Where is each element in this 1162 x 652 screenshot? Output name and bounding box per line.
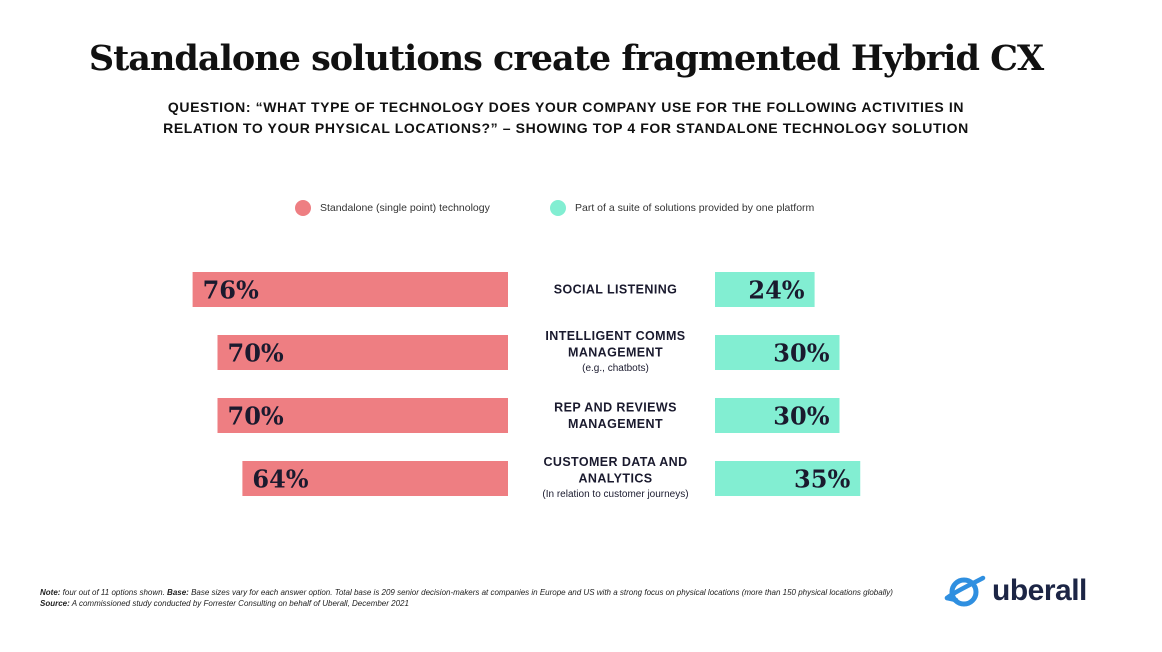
question-line-2: RELATION TO YOUR PHYSICAL LOCATIONS?” – … <box>163 120 969 136</box>
base-label: Base: <box>167 588 189 597</box>
bar-standalone <box>192 272 508 307</box>
bar-suite <box>715 398 840 433</box>
legend-item-standalone: Standalone (single point) technology <box>295 199 490 217</box>
bar-label-suite: 30% <box>773 339 829 368</box>
note-label: Note: <box>40 588 61 597</box>
category-label: MANAGEMENT <box>568 417 663 431</box>
legend-label-standalone: Standalone (single point) technology <box>320 202 490 214</box>
legend-item-suite: Part of a suite of solutions provided by… <box>550 199 814 217</box>
note-text: four out of 11 options shown. <box>60 588 168 597</box>
category-label: MANAGEMENT <box>568 346 663 360</box>
bar-label-suite: 30% <box>773 402 829 431</box>
source-text: A commissioned study conducted by Forres… <box>69 599 409 608</box>
category-label: INTELLIGENT COMMS <box>545 329 685 343</box>
question-line-1: QUESTION: “WHAT TYPE OF TECHNOLOGY DOES … <box>167 99 965 115</box>
category-label: ANALYTICS <box>579 472 653 486</box>
legend-label-suite: Part of a suite of solutions provided by… <box>575 202 815 214</box>
category-sublabel: (In relation to customer journeys) <box>542 489 688 500</box>
footnote: Note: four out of 11 options shown. Base… <box>40 587 920 609</box>
category-label: CUSTOMER DATA AND <box>543 455 687 469</box>
uberall-logo: uberall <box>944 572 1087 610</box>
planet-logo-icon <box>944 575 986 607</box>
bar-label-standalone: 64% <box>252 465 308 494</box>
category-sublabel: (e.g., chatbots) <box>582 363 649 374</box>
legend-swatch-suite <box>550 200 566 216</box>
bar-standalone <box>217 398 508 433</box>
category-label: REP AND REVIEWS <box>554 400 677 414</box>
bar-label-suite: 24% <box>748 276 804 305</box>
bar-label-standalone: 76% <box>203 276 259 305</box>
logo-text: uberall <box>992 574 1087 607</box>
bar-suite <box>715 335 840 370</box>
legend-swatch-standalone <box>295 200 311 216</box>
bar-standalone <box>242 461 508 496</box>
page-title: Standalone solutions create fragmented H… <box>88 38 1044 79</box>
category-label: SOCIAL LISTENING <box>554 283 678 297</box>
bar-suite <box>715 272 815 307</box>
bar-suite <box>715 461 861 496</box>
question-text: QUESTION: “WHAT TYPE OF TECHNOLOGY DOES … <box>0 97 1132 139</box>
bar-standalone <box>217 335 508 370</box>
bar-label-suite: 35% <box>794 465 850 494</box>
base-text: Base sizes vary for each answer option. … <box>188 588 893 597</box>
source-label: Source: <box>40 599 70 608</box>
bar-label-standalone: 70% <box>228 402 284 431</box>
bar-label-standalone: 70% <box>228 339 284 368</box>
